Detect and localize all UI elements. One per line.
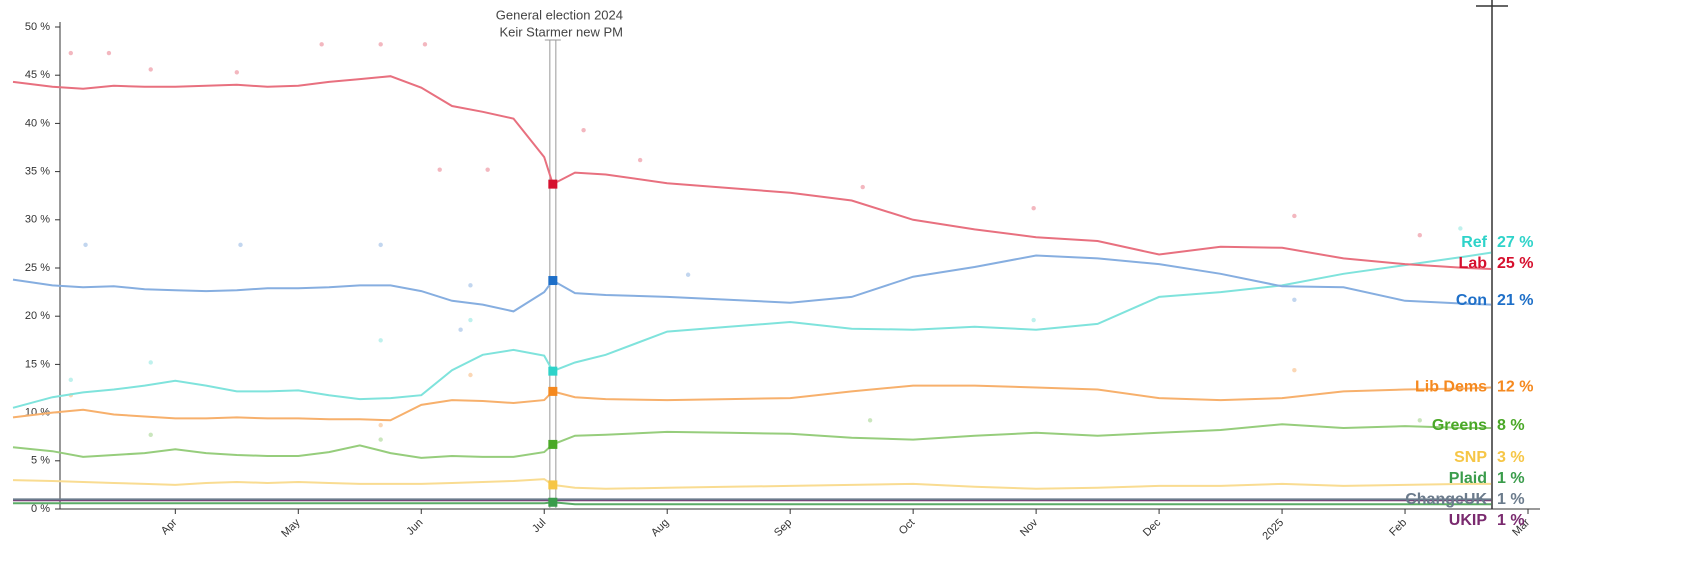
end-label-name: Ref [1461,234,1487,251]
poll-dot [378,42,383,47]
result-marker [548,497,558,507]
poll-dot [422,42,428,47]
series-line [12,254,1492,313]
poll-dot [378,437,383,442]
end-label-value: 27 % [1497,234,1533,251]
poll-dot [437,167,442,172]
end-label-value: 8 % [1497,417,1525,434]
poll-dot [458,327,463,332]
series-line [12,423,1492,459]
poll-dot [637,157,643,163]
poll-dot [1031,206,1036,211]
poll-dot [1292,297,1297,303]
poll-dot [485,167,490,172]
y-tick-label: 30 % [25,214,50,226]
poll-dot [1292,367,1297,373]
y-tick-label: 40 % [25,117,50,129]
y-tick-label: 50 % [25,21,50,33]
end-label-value: 21 % [1497,292,1533,309]
poll-dot [319,42,324,47]
poll-dot [148,67,153,72]
poll-dot [1458,226,1463,231]
poll-dot [685,272,691,277]
poll-dot [468,372,473,378]
x-tick-label: 2025 [1260,517,1286,543]
poll-dot [581,127,586,133]
end-label-value: 1 % [1497,470,1525,487]
end-label-name: Plaid [1449,470,1487,487]
end-label-name: Greens [1432,417,1487,434]
y-tick-label: 15 % [25,358,50,370]
x-tick-label: Nov [1018,516,1041,539]
poll-dot [1292,213,1297,219]
y-tick-label: 25 % [25,262,50,274]
axes [59,0,1540,510]
end-label-name: SNP [1454,449,1487,466]
poll-dot [378,422,383,428]
x-tick-label: Sep [772,517,794,539]
result-marker [548,276,558,286]
poll-dot [468,283,473,288]
end-label-value: 12 % [1497,379,1533,396]
x-tick-label: Jul [530,517,548,535]
x-tick-label: Aug [649,517,671,539]
poll-dot [83,242,88,248]
end-label-value: 1 % [1497,491,1525,508]
end-label-name: Lab [1459,255,1488,272]
poll-dot [68,50,73,56]
poll-dot [234,70,240,75]
x-tick-label: Dec [1141,516,1164,539]
series-line [12,478,1492,490]
poll-dot [860,184,865,190]
poll-dot [378,338,383,343]
end-label-value: 25 % [1497,255,1533,272]
y-tick-label: 20 % [25,310,50,322]
poll-dot [148,360,153,365]
poll-dot [1031,317,1036,323]
result-marker [548,386,558,396]
poll-dot [238,242,243,248]
end-label-name: Lib Dems [1415,379,1487,396]
poll-dot [68,377,73,383]
poll-dot [867,418,873,423]
annotation-text: General election 2024 [496,7,623,22]
poll-dot [148,432,153,437]
series-line [12,251,1492,409]
y-tick-label: 35 % [25,166,50,178]
x-tick-label: May [279,516,303,540]
end-label-name: UKIP [1449,512,1488,529]
poll-dot [106,50,112,56]
end-label-value: 3 % [1497,449,1525,466]
result-marker [548,366,558,376]
annotation-text: Keir Starmer new PM [499,24,623,39]
y-tick-label: 0 % [31,503,50,515]
result-marker [548,439,558,449]
end-label-name: Con [1456,292,1487,309]
x-tick-label: Oct [897,517,918,538]
y-tick-label: 45 % [25,69,50,81]
poll-dot [1417,233,1422,238]
poll-dot [378,242,383,248]
y-tick-label: 5 % [31,455,50,467]
series-line [12,75,1492,270]
end-label-name: ChangeUK [1405,491,1487,508]
poll-dot [1417,418,1422,423]
end-label-value: 1 % [1497,512,1525,529]
result-marker [548,179,558,189]
x-tick-label: Apr [159,516,180,537]
x-tick-label: Jun [404,517,425,538]
x-tick-label: Feb [1387,517,1409,539]
result-marker [548,480,558,490]
poll-dot [468,317,473,323]
series-line [13,501,1492,506]
